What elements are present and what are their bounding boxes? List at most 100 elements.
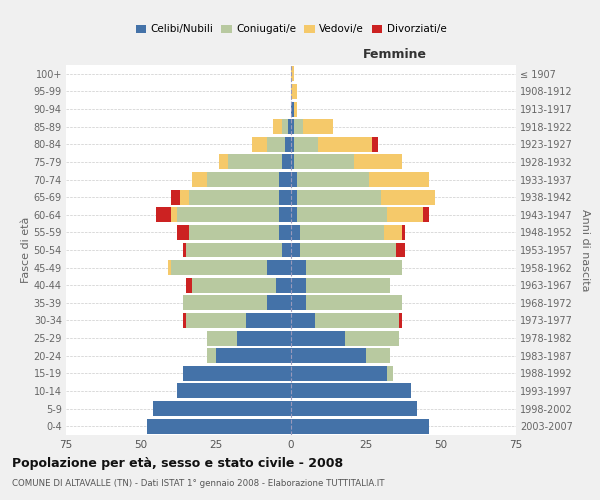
Bar [291, 418, 429, 434]
Bar [291, 154, 294, 170]
Bar [345, 330, 399, 345]
Bar [189, 225, 279, 240]
Bar [291, 260, 306, 275]
Bar [291, 384, 411, 398]
Bar [291, 119, 294, 134]
Bar [294, 154, 354, 170]
Bar [297, 172, 369, 187]
Bar [291, 366, 387, 381]
Bar [384, 225, 402, 240]
Bar [216, 348, 291, 363]
Bar [207, 172, 279, 187]
Bar [402, 225, 405, 240]
Bar [369, 172, 429, 187]
Bar [207, 330, 237, 345]
Bar [186, 278, 192, 292]
Text: Femmine: Femmine [362, 48, 427, 62]
Bar [399, 313, 402, 328]
Bar [156, 208, 171, 222]
Bar [387, 366, 393, 381]
Bar [303, 119, 333, 134]
Bar [294, 102, 297, 116]
Bar [387, 208, 423, 222]
Bar [252, 137, 267, 152]
Bar [267, 296, 291, 310]
Bar [279, 208, 291, 222]
Bar [306, 278, 390, 292]
Text: Popolazione per età, sesso e stato civile - 2008: Popolazione per età, sesso e stato civil… [12, 458, 343, 470]
Y-axis label: Anni di nascita: Anni di nascita [580, 209, 590, 291]
Bar [294, 119, 303, 134]
Bar [219, 154, 228, 170]
Bar [300, 242, 396, 258]
Legend: Celibi/Nubili, Coniugati/e, Vedovi/e, Divorziati/e: Celibi/Nubili, Coniugati/e, Vedovi/e, Di… [131, 20, 451, 38]
Bar [291, 278, 306, 292]
Bar [186, 242, 282, 258]
Bar [168, 260, 171, 275]
Bar [291, 313, 315, 328]
Bar [207, 348, 216, 363]
Bar [282, 154, 291, 170]
Bar [291, 242, 300, 258]
Bar [177, 225, 189, 240]
Bar [183, 242, 186, 258]
Bar [297, 208, 387, 222]
Bar [171, 208, 177, 222]
Bar [291, 330, 345, 345]
Bar [396, 242, 405, 258]
Bar [282, 119, 288, 134]
Bar [171, 260, 267, 275]
Bar [291, 137, 294, 152]
Bar [297, 190, 381, 204]
Bar [372, 137, 378, 152]
Bar [183, 296, 267, 310]
Bar [183, 313, 186, 328]
Bar [177, 208, 279, 222]
Bar [315, 313, 399, 328]
Bar [237, 330, 291, 345]
Bar [291, 84, 297, 99]
Bar [294, 137, 318, 152]
Bar [291, 225, 300, 240]
Bar [288, 119, 291, 134]
Bar [147, 418, 291, 434]
Bar [300, 225, 384, 240]
Bar [192, 172, 207, 187]
Bar [366, 348, 390, 363]
Bar [180, 190, 189, 204]
Bar [189, 190, 279, 204]
Bar [306, 260, 402, 275]
Bar [279, 190, 291, 204]
Bar [306, 296, 402, 310]
Bar [186, 313, 246, 328]
Bar [291, 102, 294, 116]
Bar [291, 66, 294, 82]
Bar [291, 208, 297, 222]
Bar [354, 154, 402, 170]
Bar [279, 172, 291, 187]
Bar [291, 296, 306, 310]
Bar [291, 401, 417, 416]
Bar [276, 278, 291, 292]
Bar [318, 137, 372, 152]
Bar [267, 260, 291, 275]
Bar [282, 242, 291, 258]
Bar [192, 278, 276, 292]
Bar [177, 384, 291, 398]
Bar [246, 313, 291, 328]
Text: COMUNE DI ALTAVALLE (TN) - Dati ISTAT 1° gennaio 2008 - Elaborazione TUTTITALIA.: COMUNE DI ALTAVALLE (TN) - Dati ISTAT 1°… [12, 479, 385, 488]
Bar [291, 172, 297, 187]
Bar [267, 137, 285, 152]
Bar [291, 190, 297, 204]
Bar [273, 119, 282, 134]
Bar [153, 401, 291, 416]
Bar [423, 208, 429, 222]
Y-axis label: Fasce di età: Fasce di età [20, 217, 31, 283]
Bar [381, 190, 435, 204]
Bar [183, 366, 291, 381]
Bar [171, 190, 180, 204]
Bar [291, 348, 366, 363]
Bar [285, 137, 291, 152]
Bar [279, 225, 291, 240]
Bar [228, 154, 282, 170]
